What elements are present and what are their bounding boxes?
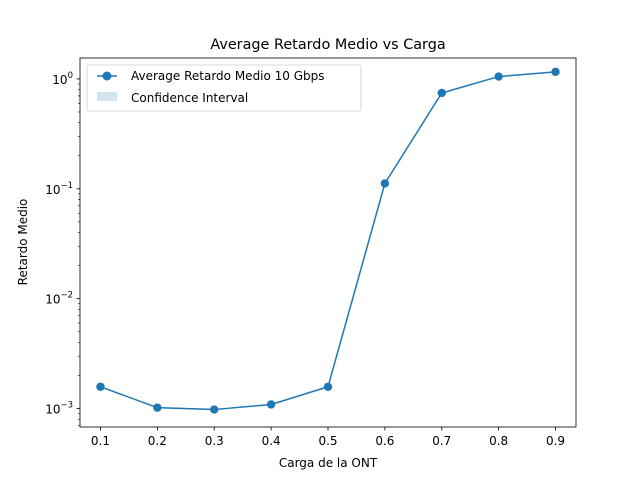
legend-ci-swatch bbox=[97, 92, 117, 101]
legend: Average Retardo Medio 10 Gbps Confidence… bbox=[86, 64, 362, 112]
legend-label-series: Average Retardo Medio 10 Gbps bbox=[131, 69, 325, 83]
x-tick-label: 0.8 bbox=[489, 434, 508, 448]
x-tick-label: 0.9 bbox=[546, 434, 565, 448]
data-point bbox=[494, 72, 503, 81]
data-point bbox=[551, 67, 560, 77]
data-point bbox=[323, 382, 333, 391]
y-axis-label: Retardo Medio bbox=[16, 199, 30, 286]
x-tick-label: 0.6 bbox=[375, 434, 394, 448]
y-axis-ticks: 10−3 10−2 10−1 100 bbox=[45, 71, 80, 426]
x-tick-label: 0.5 bbox=[318, 434, 337, 448]
data-point bbox=[380, 179, 390, 188]
y-tick-label: 10−3 bbox=[45, 401, 73, 417]
y-tick-label: 100 bbox=[52, 71, 73, 87]
plot-background bbox=[80, 58, 576, 427]
x-tick-label: 0.4 bbox=[262, 434, 281, 448]
chart-title: Average Retardo Medio vs Carga bbox=[210, 37, 445, 53]
plot-frame bbox=[79, 57, 577, 428]
y-tick-label: 10−2 bbox=[45, 291, 73, 307]
series-layer bbox=[96, 67, 560, 414]
x-tick-label: 0.7 bbox=[432, 434, 451, 448]
x-axis-label: Carga de la ONT bbox=[279, 456, 378, 470]
x-tick-label: 0.3 bbox=[205, 434, 224, 448]
data-point bbox=[96, 382, 105, 391]
y-tick-label: 10−1 bbox=[45, 181, 73, 197]
x-tick-label: 0.2 bbox=[148, 434, 167, 448]
data-point bbox=[210, 405, 219, 414]
plot-area bbox=[80, 58, 576, 427]
x-tick-label: 0.1 bbox=[91, 434, 110, 448]
legend-label-ci: Confidence Interval bbox=[131, 91, 248, 105]
legend-marker-swatch bbox=[102, 71, 112, 81]
data-point bbox=[153, 403, 162, 412]
data-point bbox=[437, 88, 446, 98]
legend-box bbox=[86, 64, 362, 112]
x-axis-ticks: 0.1 0.2 0.3 0.4 0.5 0.6 0.7 0.8 0.9 bbox=[91, 427, 565, 448]
data-point bbox=[266, 400, 276, 409]
